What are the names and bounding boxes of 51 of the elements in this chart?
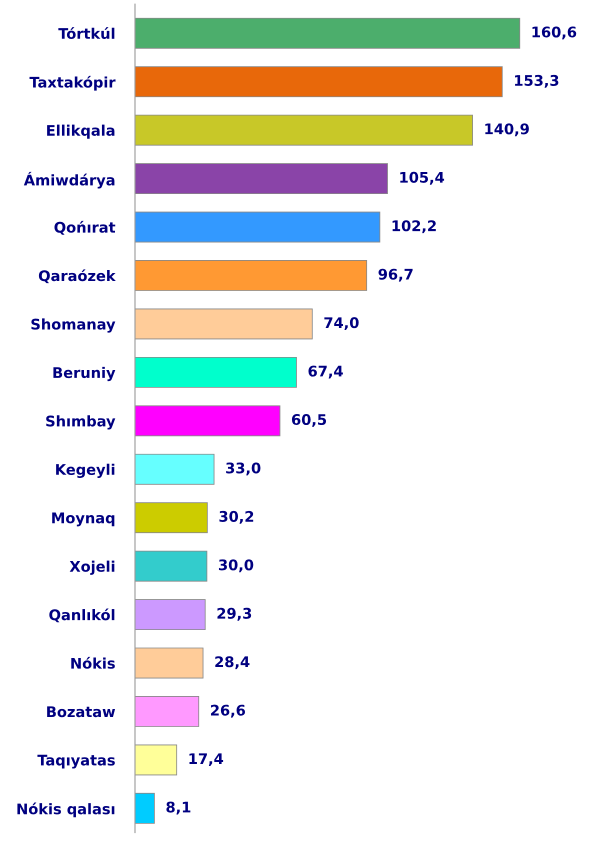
bar <box>135 114 473 146</box>
bar <box>135 260 368 291</box>
bar <box>135 454 214 485</box>
y-tick-label: Bozataw <box>47 706 116 718</box>
bar <box>135 308 313 340</box>
y-tick-label: Shomanay <box>31 318 116 333</box>
y-tick-label: Nókis qalası <box>17 802 114 818</box>
bar <box>135 212 380 242</box>
y-tick-label: Kegeyli <box>56 464 114 478</box>
data-label: 30,0 <box>218 559 254 572</box>
y-tick-label: Qaraózek <box>38 269 116 284</box>
bar <box>135 356 297 388</box>
data-label: 105,4 <box>400 172 444 185</box>
bar <box>135 502 208 534</box>
y-tick-label: Qanlıkól <box>49 608 114 622</box>
data-label: 60,5 <box>292 414 326 427</box>
data-label: 160,6 <box>532 26 576 40</box>
bar <box>135 18 520 49</box>
bar <box>135 696 200 727</box>
data-label: 30,2 <box>219 510 254 524</box>
bar <box>135 405 280 436</box>
y-tick-label: Xojeli <box>70 560 114 575</box>
y-tick-label: Taqıyatas <box>37 754 115 769</box>
y-tick-label: Taxtakópir <box>30 76 116 91</box>
data-label: 102,2 <box>392 220 436 234</box>
y-tick-label: Ellikqala <box>47 124 114 139</box>
bar <box>135 550 208 582</box>
data-label: 153,3 <box>515 74 558 88</box>
data-label: 17,4 <box>189 753 224 766</box>
data-label: 8,1 <box>166 802 190 814</box>
y-tick-label: Qońırat <box>54 220 116 235</box>
bar <box>135 648 204 678</box>
data-label: 33,0 <box>226 462 260 476</box>
y-tick-label: Tórtkúl <box>58 27 114 40</box>
y-tick-label: Ámiwdárya <box>24 172 114 188</box>
bar <box>135 599 206 630</box>
bar <box>135 744 178 776</box>
y-tick-label: Moynaq <box>52 512 114 526</box>
data-label: 28,4 <box>215 656 250 670</box>
bar <box>135 792 155 824</box>
data-label: 26,6 <box>210 704 246 718</box>
y-tick-label: Shımbay <box>46 415 116 430</box>
data-label: 96,7 <box>378 268 413 282</box>
data-label: 74,0 <box>324 317 359 330</box>
data-label: 67,4 <box>308 366 343 378</box>
data-label: 140,9 <box>485 123 529 136</box>
bar <box>135 66 503 98</box>
y-tick-label: Beruniy <box>53 366 116 382</box>
y-tick-label: Nókis <box>71 656 115 669</box>
bar <box>135 163 388 194</box>
data-label: 29,3 <box>217 608 252 621</box>
